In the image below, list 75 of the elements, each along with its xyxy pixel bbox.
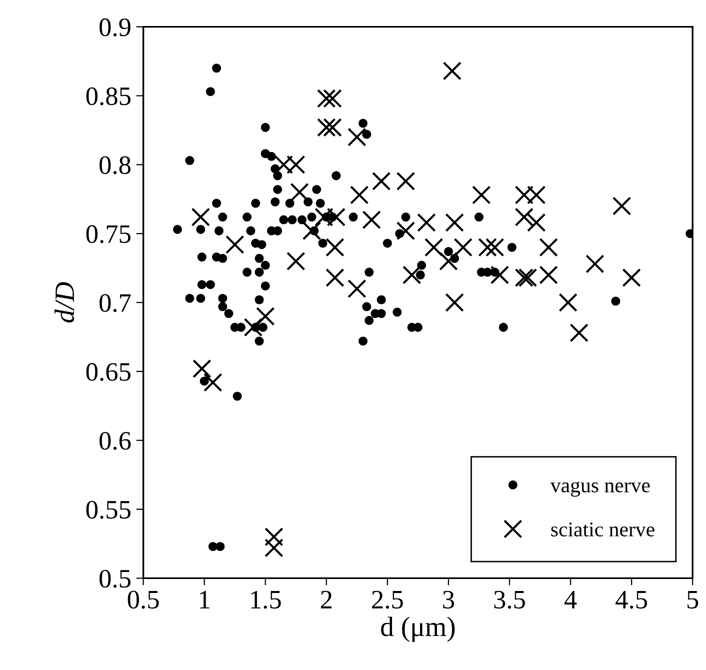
- point: [514, 186, 534, 204]
- point: [317, 89, 336, 108]
- point: [225, 235, 244, 254]
- point: [445, 293, 464, 312]
- point: [472, 186, 491, 204]
- point: [396, 221, 416, 240]
- point: [454, 238, 472, 257]
- x-tick-label: 3: [443, 590, 454, 609]
- point: [348, 279, 366, 298]
- point: [326, 268, 344, 288]
- point: [372, 172, 391, 191]
- x-tick-label: 1.5: [251, 590, 281, 609]
- point: [286, 155, 306, 174]
- y-tick-label: 0.85: [86, 87, 130, 106]
- point: [264, 538, 284, 558]
- x-tick-label: 2: [320, 590, 332, 608]
- legend-label: sciatic nerve: [551, 522, 654, 536]
- point: [286, 252, 306, 271]
- point: [264, 527, 284, 546]
- x-tick-label: 1: [200, 590, 210, 608]
- point: [317, 118, 336, 137]
- point: [424, 238, 444, 257]
- x-tick-label: 5: [688, 591, 698, 609]
- point: [490, 266, 510, 284]
- point: [302, 221, 322, 240]
- point: [323, 89, 342, 108]
- y-axis-title: d/D: [54, 282, 74, 322]
- y-tick-label: 0.6: [100, 432, 131, 450]
- point: [526, 186, 546, 204]
- point: [290, 182, 309, 202]
- y-tick-label: 0.75: [86, 225, 130, 244]
- point: [539, 238, 558, 257]
- x-axis-title: d (μm): [381, 616, 455, 642]
- point: [612, 196, 632, 216]
- point: [514, 268, 534, 288]
- point: [622, 268, 641, 288]
- point: [485, 238, 504, 257]
- point: [362, 210, 381, 230]
- x-tick-label: 4: [564, 590, 577, 608]
- point: [442, 62, 462, 80]
- point: [274, 155, 294, 174]
- point: [558, 293, 578, 312]
- legend-label: vagus nerve: [550, 482, 650, 497]
- y-tick-label: 0.55: [86, 500, 130, 519]
- point: [326, 208, 346, 226]
- point: [417, 213, 436, 232]
- point: [439, 252, 458, 271]
- point: [445, 213, 464, 232]
- point: [514, 208, 534, 226]
- x-tick-label: 3.5: [494, 590, 525, 609]
- point: [526, 213, 546, 232]
- x-tick-label: 2.5: [372, 590, 403, 609]
- point: [326, 238, 344, 257]
- point: [586, 254, 604, 274]
- point: [518, 268, 538, 288]
- x-tick-label: 0.5: [128, 590, 159, 609]
- point: [396, 172, 416, 191]
- y-tick-label: 0.9: [100, 18, 130, 36]
- point: [402, 266, 422, 284]
- point: [323, 118, 342, 137]
- y-tick-label: 0.5: [100, 570, 130, 588]
- point: [348, 128, 366, 146]
- point: [350, 186, 369, 204]
- point: [256, 306, 275, 326]
- y-tick-label: 0.8: [100, 156, 131, 174]
- point: [244, 318, 263, 337]
- point: [192, 359, 212, 378]
- point: [539, 266, 558, 284]
- y-tick-label: 0.65: [86, 363, 130, 381]
- y-tick-label: 0.7: [100, 294, 131, 312]
- point: [478, 238, 497, 257]
- point: [570, 323, 588, 342]
- point: [191, 208, 210, 226]
- point: [204, 373, 222, 392]
- x-tick-label: 4.5: [616, 590, 648, 609]
